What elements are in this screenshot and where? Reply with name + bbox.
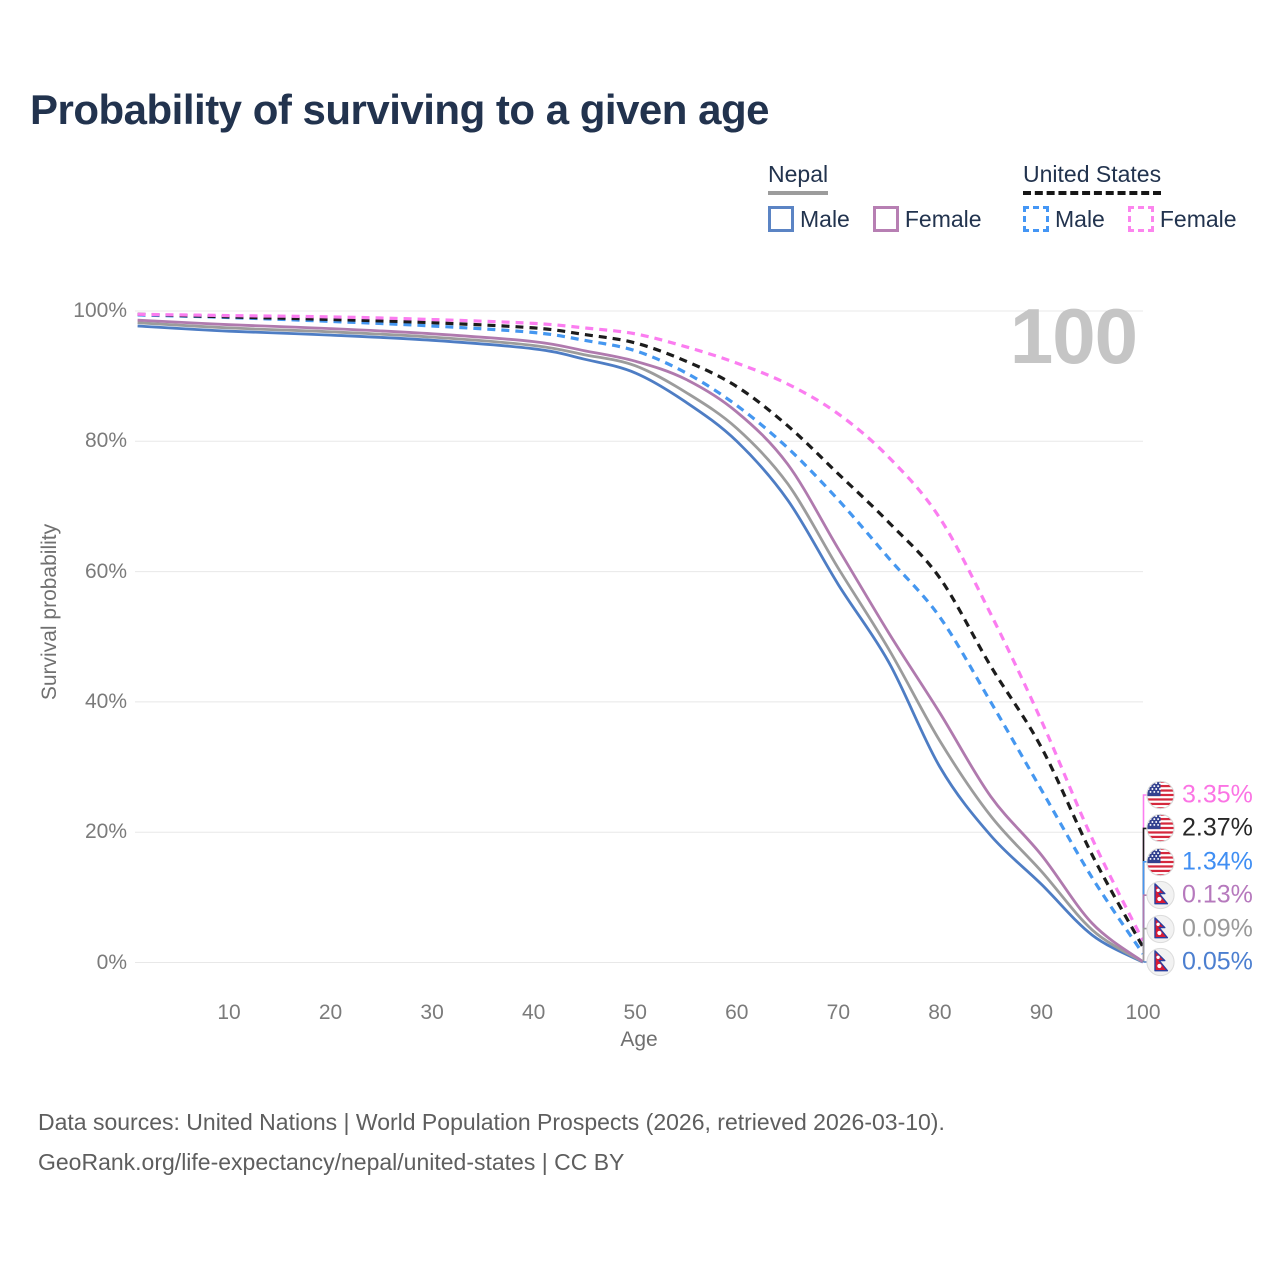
series-line-nepal-female[interactable] (137, 318, 1144, 963)
nepal-flag-icon (1146, 947, 1175, 977)
nepal-male-swatch-icon (768, 206, 794, 232)
x-tick-label: 30 (420, 1001, 444, 1024)
end-value-us-both: 2.37% (1182, 813, 1253, 842)
y-tick-label: 20% (84, 820, 127, 844)
end-value-nepal-male: 0.05% (1182, 947, 1253, 976)
nepal-flag-icon (1146, 880, 1175, 910)
legend-item-us-female[interactable]: Female (1127, 205, 1237, 233)
us-flag-icon (1146, 781, 1175, 810)
end-value-us-female: 3.35% (1182, 780, 1253, 809)
y-tick-label: 100% (73, 299, 127, 322)
hovered-age-watermark: 100 (1009, 292, 1138, 380)
x-tick-label: 100 (1125, 1001, 1161, 1024)
series-line-us-male[interactable] (137, 313, 1145, 955)
end-value-nepal-female: 0.13% (1182, 880, 1253, 909)
series-line-nepal-male[interactable] (137, 324, 1144, 964)
end-label-us-male: 1.34% (1146, 847, 1253, 876)
x-tick-label: 90 (1029, 1001, 1054, 1024)
end-label-nepal-female: 0.13% (1146, 880, 1253, 910)
end-label-us-female: 3.35% (1146, 781, 1253, 810)
x-tick-label: 50 (623, 1001, 647, 1024)
x-axis-title: Age (620, 1028, 658, 1051)
end-label-nepal-both: 0.09% (1146, 914, 1253, 943)
x-tick-label: 20 (318, 1001, 343, 1024)
y-tick-label: 80% (84, 429, 127, 453)
footer-source-line: Data sources: United Nations | World Pop… (38, 1109, 945, 1135)
end-value-us-male: 1.34% (1182, 847, 1253, 876)
y-tick-label: 0% (96, 950, 127, 974)
nepal-flag-icon (1146, 914, 1175, 943)
x-tick-label: 40 (521, 1001, 546, 1024)
x-tick-label: 10 (217, 1001, 241, 1024)
x-tick-label: 60 (725, 1001, 749, 1024)
y-tick-label: 60% (84, 559, 127, 583)
series-line-nepal-both[interactable] (137, 321, 1144, 964)
legend-heading-united-states[interactable]: United States (1023, 160, 1162, 195)
y-tick-label: 40% (84, 689, 127, 713)
page-title: Probability of surviving to a given age (30, 86, 769, 133)
series-line-us-female[interactable] (137, 312, 1145, 942)
legend-group-united-states: United States Male Female (1023, 160, 1237, 233)
legend-group-nepal: Nepal Male Female (768, 160, 982, 233)
us-male-swatch-icon (1023, 206, 1049, 232)
legend-items-united-states: Male Female (1023, 205, 1237, 233)
footer-url-line: GeoRank.org/life-expectancy/nepal/united… (38, 1149, 625, 1175)
leader-line-nepal-both (1142, 927, 1147, 962)
legend-heading-nepal[interactable]: Nepal (768, 160, 829, 195)
footer: Data sources: United Nations | World Pop… (38, 1102, 945, 1182)
series-line-us-both[interactable] (137, 312, 1145, 948)
end-value-nepal-both: 0.09% (1182, 914, 1253, 943)
x-tick-label: 80 (928, 1001, 952, 1024)
end-label-nepal-male: 0.05% (1146, 947, 1253, 977)
legend-item-us-male[interactable]: Male (1023, 205, 1105, 233)
legend-item-nepal-male[interactable]: Male (768, 205, 850, 233)
legend-items-nepal: Male Female (768, 205, 982, 233)
us-female-swatch-icon (1127, 206, 1154, 232)
us-flag-icon (1146, 814, 1175, 843)
end-label-us-both: 2.37% (1146, 814, 1253, 843)
legend-item-nepal-female[interactable]: Female (872, 205, 982, 233)
us-flag-icon (1146, 847, 1175, 876)
nepal-female-swatch-icon (872, 206, 899, 232)
x-tick-label: 70 (826, 1001, 850, 1024)
